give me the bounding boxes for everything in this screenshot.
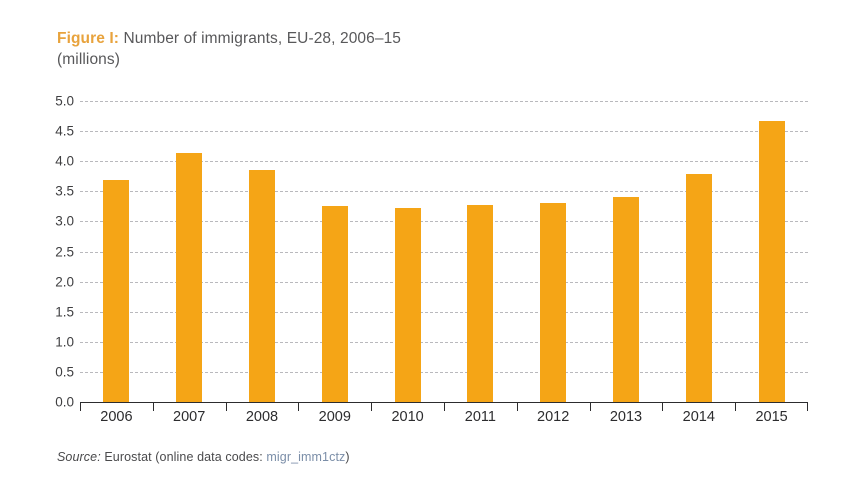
y-axis-tick-label: 5.0 [55, 93, 74, 109]
figure-number-label: Figure I: [57, 30, 120, 47]
y-axis-tick-label: 3.5 [55, 183, 74, 199]
bar-2008[interactable] [249, 170, 275, 402]
plot-area [80, 101, 808, 403]
y-axis-tick-label: 4.5 [55, 123, 74, 139]
x-axis-tick [371, 402, 373, 411]
y-axis-tick-label: 3.0 [55, 213, 74, 229]
bar-2009[interactable] [321, 205, 348, 402]
bar-2010[interactable] [394, 207, 421, 402]
y-axis-tick-label: 0.5 [55, 364, 74, 380]
x-axis-tick-label-2010: 2010 [391, 409, 424, 425]
x-axis-tick [444, 402, 445, 411]
x-axis-tick-label-2013: 2013 [609, 409, 643, 425]
source-suffix: ) [345, 450, 350, 464]
y-axis-tick-label: 1.5 [55, 304, 74, 320]
source-prefix: Source: [57, 450, 101, 464]
x-axis-tick-label-2014: 2014 [682, 409, 715, 425]
x-axis-tick [298, 402, 300, 411]
x-axis-tick [152, 402, 154, 411]
x-axis-tick [662, 402, 664, 411]
bar-series [80, 101, 808, 402]
y-axis-tick-label: 2.0 [55, 274, 74, 290]
x-axis-tick-label-2011: 2011 [464, 409, 496, 425]
bar-2015[interactable] [758, 121, 785, 402]
x-axis-tick-label-2008: 2008 [245, 409, 279, 425]
bar-2006[interactable] [103, 180, 130, 402]
bar-2013[interactable] [613, 197, 639, 402]
x-axis-tick-label-2006: 2006 [100, 409, 133, 425]
source-data-code-link[interactable]: migr_imm1ctz [266, 450, 346, 464]
source-text: Eurostat (online data codes: [100, 450, 267, 464]
bar-2007[interactable] [176, 153, 203, 402]
figure-subtitle: (millions) [57, 51, 120, 68]
y-axis-tick-label: 1.0 [55, 334, 74, 350]
x-axis-tick [225, 402, 227, 411]
figure-title-text: Number of immigrants, EU-28, 2006–15 [119, 30, 402, 47]
x-axis-tick [589, 402, 591, 411]
x-axis-tick-label-2012: 2012 [537, 409, 570, 425]
x-axis-tick-label-2015: 2015 [755, 409, 788, 425]
x-axis-labels: 2006 2007 2008 2009 2010 2011 2012 2013 2014 2015 [80, 409, 808, 433]
x-axis-line [80, 402, 808, 411]
x-axis-tick [735, 402, 737, 411]
x-axis-tick [807, 402, 808, 411]
x-axis-tick-label-2009: 2009 [318, 409, 351, 425]
y-axis-labels: 5.0 4.5 4.0 3.5 3.0 2.5 2.0 1.5 1.0 0.5 0.0 [40, 94, 74, 410]
x-axis-tick-label-2007: 2007 [173, 409, 206, 425]
figure-title: Figure I: Number of immigrants, EU-28, 2… [57, 28, 697, 70]
x-axis-tick [516, 402, 518, 411]
bar-2014[interactable] [685, 174, 712, 402]
x-axis-tick [80, 402, 81, 411]
source-note: Source: Eurostat (online data codes: mig… [57, 450, 350, 464]
y-axis-tick-label: 2.5 [55, 244, 74, 259]
y-axis-tick-label: 4.0 [55, 153, 74, 169]
bar-2011[interactable] [467, 204, 494, 402]
bar-2012[interactable] [540, 203, 567, 402]
y-axis-tick-label: 0.0 [55, 394, 74, 410]
